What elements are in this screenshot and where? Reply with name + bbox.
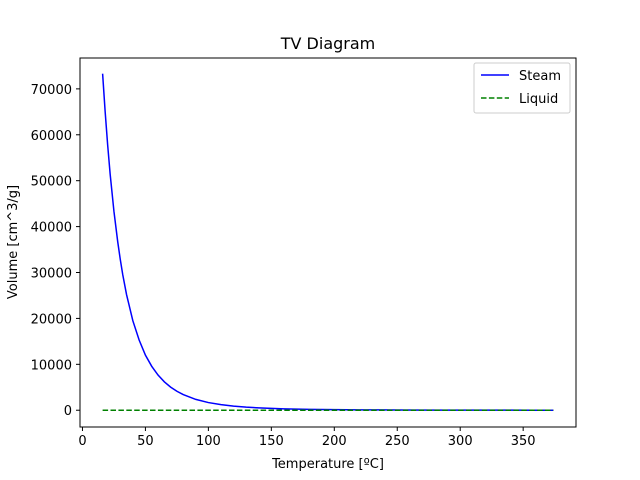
x-tick-label: 300 — [448, 434, 473, 449]
x-tick-label: 0 — [78, 434, 86, 449]
x-tick-label: 250 — [385, 434, 410, 449]
legend: Steam Liquid — [473, 62, 571, 114]
x-tick-label: 100 — [196, 434, 221, 449]
legend-label-steam: Steam — [519, 69, 561, 84]
x-tick-label: 200 — [322, 434, 347, 449]
y-axis: 0 10000 20000 30000 40000 50000 60000 70000 — [31, 83, 80, 419]
y-tick-label: 30000 — [31, 267, 72, 282]
y-tick-label: 60000 — [31, 129, 72, 144]
y-axis-label: Volume [cm^3/g] — [6, 185, 21, 299]
y-tick-label: 0 — [64, 404, 72, 419]
chart-title: TV Diagram — [280, 34, 376, 53]
y-tick-label: 50000 — [31, 175, 72, 190]
x-axis-label: Temperature [ºC] — [271, 457, 384, 472]
legend-label-liquid: Liquid — [519, 92, 558, 107]
y-tick-label: 10000 — [31, 358, 72, 373]
y-tick-label: 70000 — [31, 83, 72, 98]
y-tick-label: 20000 — [31, 312, 72, 327]
x-tick-label: 50 — [137, 434, 154, 449]
series-line-steam — [101, 73, 554, 411]
x-tick-label: 150 — [259, 434, 284, 449]
x-axis: 0 50 100 150 200 250 300 350 — [78, 427, 536, 449]
plot-frame — [79, 57, 577, 428]
x-tick-label: 350 — [511, 434, 536, 449]
y-tick-label: 40000 — [31, 221, 72, 236]
